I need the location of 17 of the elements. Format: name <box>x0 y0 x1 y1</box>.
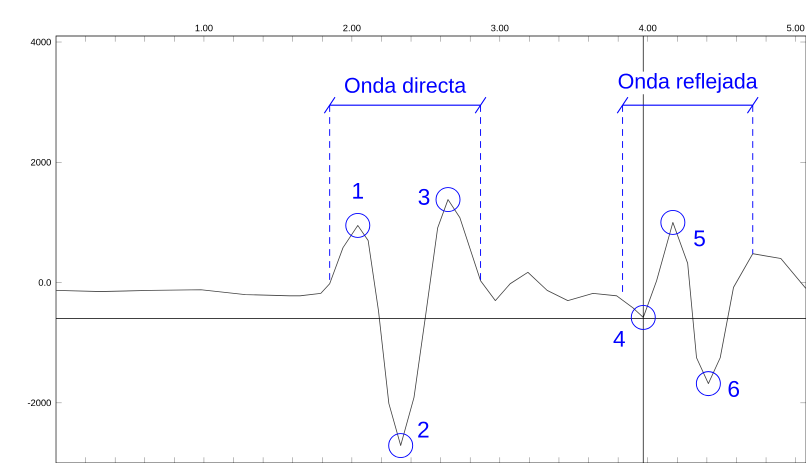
annotation: 5 <box>694 230 705 246</box>
annotation: 4 <box>614 330 625 347</box>
x-tick-label: 5.00 <box>786 24 804 32</box>
annotation: Onda directa <box>345 77 466 93</box>
annotation: 2 <box>418 422 429 438</box>
x-tick-label: 4.00 <box>638 24 656 32</box>
annotation: Onda reflejada <box>618 73 758 93</box>
y-tick-label: -2000 <box>28 400 51 406</box>
annotation: 3 <box>418 188 430 205</box>
y-tick-label: 0.0 <box>38 279 51 286</box>
y-tick-label: 2000 <box>31 158 51 166</box>
y-tick-label: 4000 <box>30 38 51 46</box>
x-tick-label: 3.00 <box>491 24 509 32</box>
annotation: 1 <box>353 182 363 199</box>
annotation: 6 <box>728 380 740 397</box>
x-tick-label: 1.00 <box>196 24 213 32</box>
x-tick-label: 2.00 <box>343 24 361 32</box>
